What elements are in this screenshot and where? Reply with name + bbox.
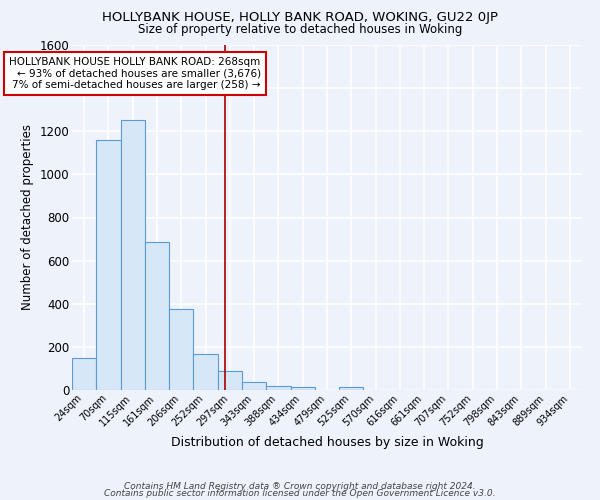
Bar: [96, 140, 121, 390]
Bar: [290, 387, 315, 390]
X-axis label: Distribution of detached houses by size in Woking: Distribution of detached houses by size …: [170, 436, 484, 449]
Text: Contains HM Land Registry data ® Crown copyright and database right 2024.: Contains HM Land Registry data ® Crown c…: [124, 482, 476, 491]
Bar: [266, 386, 290, 390]
Bar: [242, 382, 266, 390]
Bar: [169, 309, 193, 390]
Text: Contains public sector information licensed under the Open Government Licence v3: Contains public sector information licen…: [104, 490, 496, 498]
Text: HOLLYBANK HOUSE, HOLLY BANK ROAD, WOKING, GU22 0JP: HOLLYBANK HOUSE, HOLLY BANK ROAD, WOKING…: [102, 11, 498, 24]
Text: HOLLYBANK HOUSE HOLLY BANK ROAD: 268sqm
← 93% of detached houses are smaller (3,: HOLLYBANK HOUSE HOLLY BANK ROAD: 268sqm …: [10, 57, 260, 90]
Y-axis label: Number of detached properties: Number of detached properties: [21, 124, 34, 310]
Bar: [218, 370, 242, 390]
Bar: [145, 242, 169, 390]
Bar: [121, 120, 145, 390]
Bar: [72, 358, 96, 390]
Bar: [339, 387, 364, 390]
Text: Size of property relative to detached houses in Woking: Size of property relative to detached ho…: [138, 22, 462, 36]
Bar: [193, 354, 218, 390]
